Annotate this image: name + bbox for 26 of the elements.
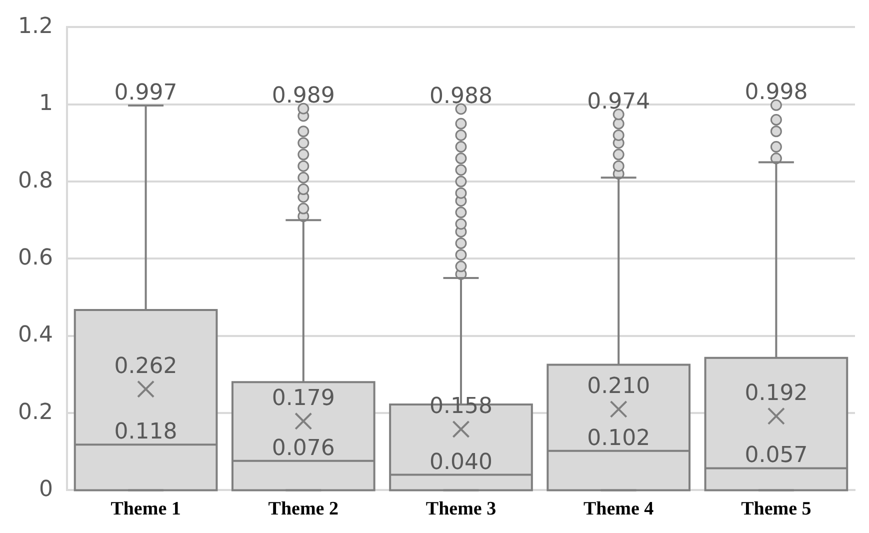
y-tick-label: 0.4: [18, 322, 53, 348]
annotation: 0.118: [114, 420, 178, 445]
annotation: 0.997: [114, 80, 178, 106]
annotation: 0.179: [272, 386, 335, 412]
y-tick-label: 1: [38, 91, 53, 116]
annotation: 0.210: [587, 374, 650, 400]
annotation: 0.974: [587, 89, 650, 114]
x-tick-label: Theme 1: [110, 498, 181, 520]
x-tick-label: Theme 4: [584, 498, 654, 520]
y-tick-label: 0.6: [18, 245, 53, 270]
annotation: 0.192: [744, 381, 808, 406]
annotation: 0.262: [114, 354, 178, 380]
y-tick-label: 0.8: [18, 168, 53, 194]
x-tick-label: Theme 5: [741, 498, 812, 520]
y-tick-label: 0.2: [18, 400, 53, 425]
annotation: 0.998: [744, 80, 808, 106]
x-tick-label: Theme 3: [426, 498, 496, 520]
annotation: 0.989: [272, 84, 335, 109]
y-tick-label: 1.2: [18, 14, 53, 39]
annotation: 0.988: [430, 84, 492, 109]
annotation: 0.102: [587, 426, 650, 451]
x-tick-label: Theme 2: [268, 498, 338, 520]
y-tick-label: 0: [38, 476, 53, 502]
annotation: 0.057: [744, 443, 808, 468]
annotation: 0.076: [272, 436, 335, 461]
annotation: 0.040: [430, 450, 492, 475]
